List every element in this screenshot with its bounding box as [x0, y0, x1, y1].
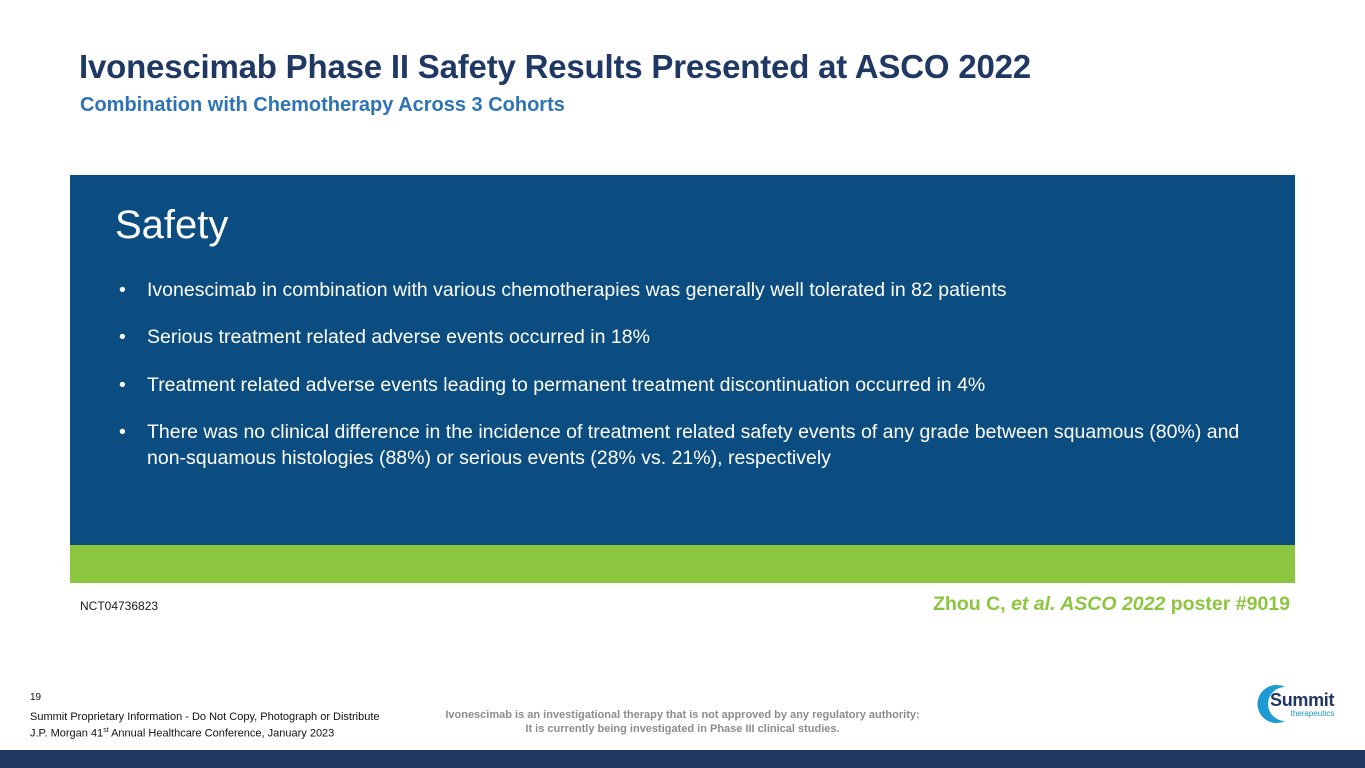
accent-green-bar [70, 545, 1295, 583]
summit-therapeutics-logo: Summit therapeutics [1255, 682, 1341, 728]
page-number: 19 [30, 692, 42, 703]
citation: Zhou C, et al. ASCO 2022 poster #9019 [933, 593, 1290, 616]
slide-subtitle: Combination with Chemotherapy Across 3 C… [80, 94, 565, 116]
regulatory-disclaimer: Ivonescimab is an investigational therap… [0, 708, 1365, 736]
summit-crescent-icon [1255, 683, 1297, 730]
safety-bullet-2: Serious treatment related adverse events… [116, 324, 1261, 351]
trial-id: NCT04736823 [80, 599, 159, 613]
conference-pre: J.P. Morgan 41 [30, 727, 104, 740]
citation-authors: Zhou C, [933, 593, 1012, 615]
citation-source: et al. ASCO 2022 [1011, 593, 1166, 615]
safety-bullet-1: Ivonescimab in combination with various … [116, 277, 1261, 304]
conference-ordinal: st [103, 727, 109, 734]
conference-post: Annual Healthcare Conference, January 20… [108, 727, 335, 740]
logo-wordmark: Summit [1270, 690, 1335, 710]
bottom-navy-bar [0, 750, 1365, 768]
safety-bullet-list: Ivonescimab in combination with various … [116, 277, 1261, 493]
citation-poster: poster #9019 [1165, 593, 1290, 615]
disclaimer-line-2: It is currently being investigated in Ph… [525, 723, 840, 735]
logo-subtext: therapeutics [1290, 709, 1335, 718]
conference-line: J.P. Morgan 41st Annual Healthcare Confe… [30, 724, 380, 741]
safety-panel: Safety Ivonescimab in combination with v… [70, 175, 1295, 545]
safety-bullet-3: Treatment related adverse events leading… [116, 372, 1261, 399]
disclaimer-line-1: Ivonescimab is an investigational therap… [445, 709, 920, 721]
safety-bullet-4: There was no clinical difference in the … [116, 419, 1261, 472]
slide-title: Ivonescimab Phase II Safety Results Pres… [79, 48, 1031, 85]
footer-left: 19 Summit Proprietary Information - Do N… [30, 692, 380, 741]
safety-panel-heading: Safety [115, 203, 229, 247]
proprietary-notice: Summit Proprietary Information - Do Not … [30, 711, 380, 723]
summit-logo-text: Summit therapeutics [1270, 690, 1335, 718]
